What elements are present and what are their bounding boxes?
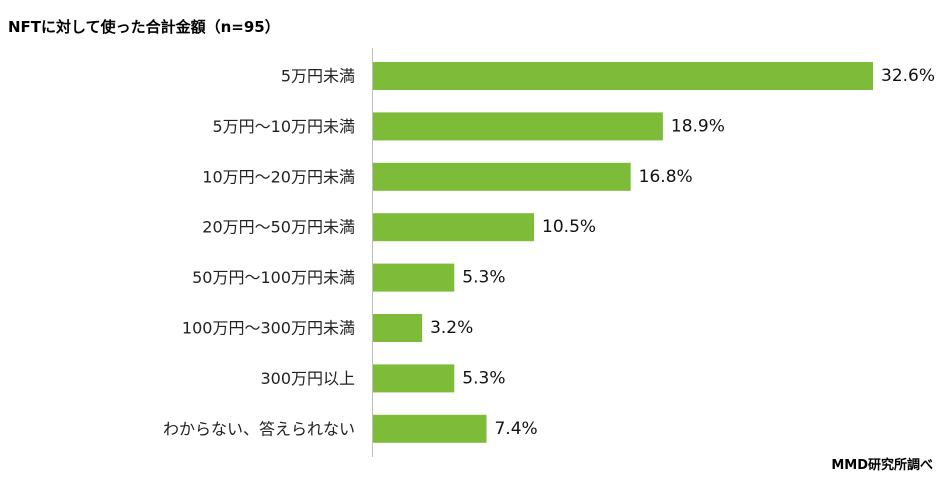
data-label: 18.9% — [671, 116, 725, 136]
data-label: 10.5% — [542, 217, 596, 237]
data-label: 16.8% — [639, 167, 693, 187]
bar — [373, 112, 663, 141]
data-label: 3.2% — [430, 318, 473, 338]
bar — [373, 414, 487, 443]
category-label: 10万円～20万円未満 — [202, 167, 355, 186]
data-label: 32.6% — [881, 66, 935, 86]
bar — [373, 314, 423, 342]
source-note: MMD研究所調べ — [831, 458, 933, 473]
bar — [373, 364, 455, 393]
category-label: 5万円～10万円未満 — [212, 117, 355, 136]
category-label: 5万円未満 — [281, 67, 355, 86]
bar — [373, 162, 631, 191]
data-label: 5.3% — [462, 268, 505, 288]
category-label: 300万円以上 — [260, 369, 355, 388]
category-label: 100万円～300万円未満 — [182, 319, 355, 338]
bar — [373, 263, 455, 292]
data-label: 7.4% — [494, 419, 537, 439]
bar — [373, 213, 535, 242]
chart-title: NFTに対して使った合計金額（n=95） — [8, 18, 280, 36]
category-label: 50万円～100万円未満 — [192, 268, 355, 287]
bar — [373, 62, 873, 90]
category-label: 20万円～50万円未満 — [202, 218, 355, 237]
data-label: 5.3% — [462, 368, 505, 388]
category-label: わからない、答えられない — [163, 419, 355, 438]
